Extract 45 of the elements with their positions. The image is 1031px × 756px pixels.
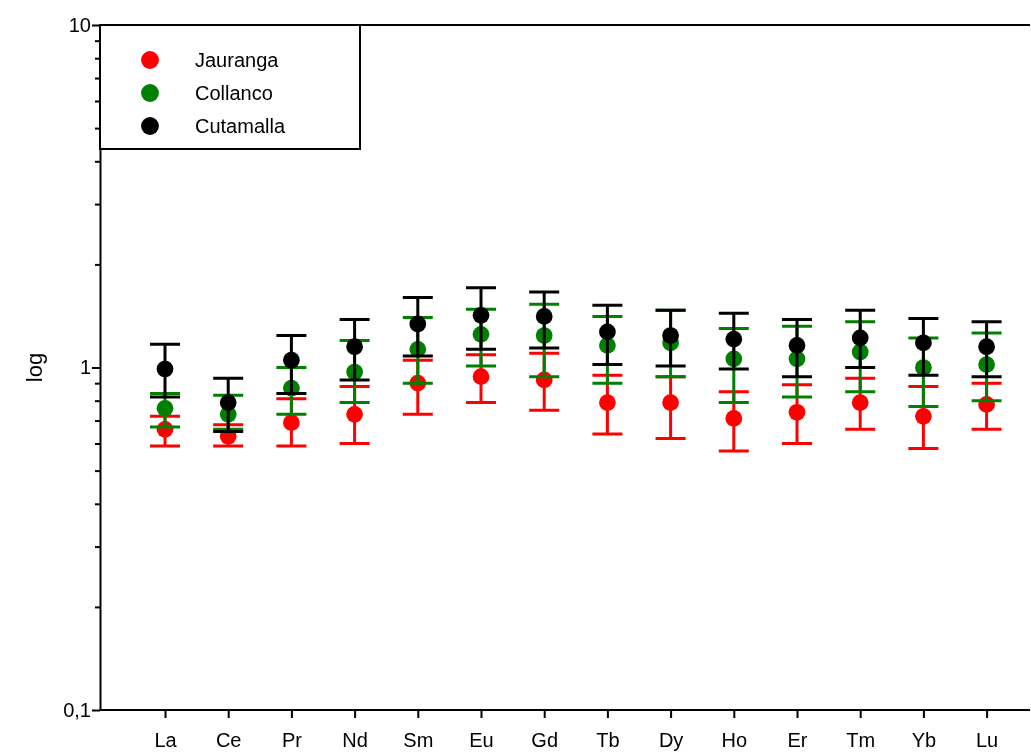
point bbox=[409, 315, 427, 333]
point bbox=[662, 394, 679, 411]
x-tick-label: Tb bbox=[596, 729, 620, 751]
point bbox=[599, 323, 616, 341]
y-axis-title: log bbox=[22, 352, 47, 383]
x-tick-label: Dy bbox=[658, 729, 684, 751]
x-tick-label: Nd bbox=[342, 729, 368, 751]
x-tick-label: Ho bbox=[721, 729, 748, 751]
point bbox=[472, 306, 490, 324]
x-tick-label: Eu bbox=[469, 729, 494, 751]
legend-label: Collanco bbox=[195, 82, 273, 104]
point bbox=[346, 405, 363, 423]
point bbox=[978, 338, 995, 356]
point bbox=[472, 368, 490, 386]
point bbox=[156, 360, 174, 378]
point bbox=[599, 394, 616, 411]
point bbox=[851, 394, 869, 411]
x-tick-label: Pr bbox=[281, 729, 303, 751]
x-tick-label: Lu bbox=[975, 729, 999, 751]
point bbox=[156, 399, 174, 417]
point bbox=[915, 334, 932, 352]
x-tick-label: Tm bbox=[846, 729, 876, 751]
point bbox=[283, 414, 300, 432]
y-tick-label: 1 bbox=[79, 356, 91, 379]
point bbox=[851, 329, 869, 347]
x-tick-label: Ce bbox=[215, 729, 242, 751]
point bbox=[725, 410, 743, 427]
point bbox=[915, 408, 932, 425]
x-tick-label: Sm bbox=[403, 729, 434, 751]
y-tick-label: 10 bbox=[68, 13, 91, 36]
point bbox=[219, 394, 237, 411]
x-tick-label: Er bbox=[787, 729, 808, 751]
point bbox=[346, 338, 363, 356]
y-tick-label: 0,1 bbox=[63, 698, 91, 721]
point bbox=[283, 351, 300, 369]
x-tick-label: Yb bbox=[911, 729, 937, 751]
x-tick-label: Gd bbox=[531, 729, 559, 751]
point bbox=[535, 308, 553, 325]
legend-label: Cutamalla bbox=[195, 115, 286, 137]
legend-label: Jauranga bbox=[195, 49, 280, 71]
point bbox=[662, 327, 679, 344]
point bbox=[725, 330, 743, 348]
point bbox=[788, 337, 806, 354]
x-tick-label: La bbox=[154, 729, 178, 751]
point bbox=[788, 403, 806, 421]
